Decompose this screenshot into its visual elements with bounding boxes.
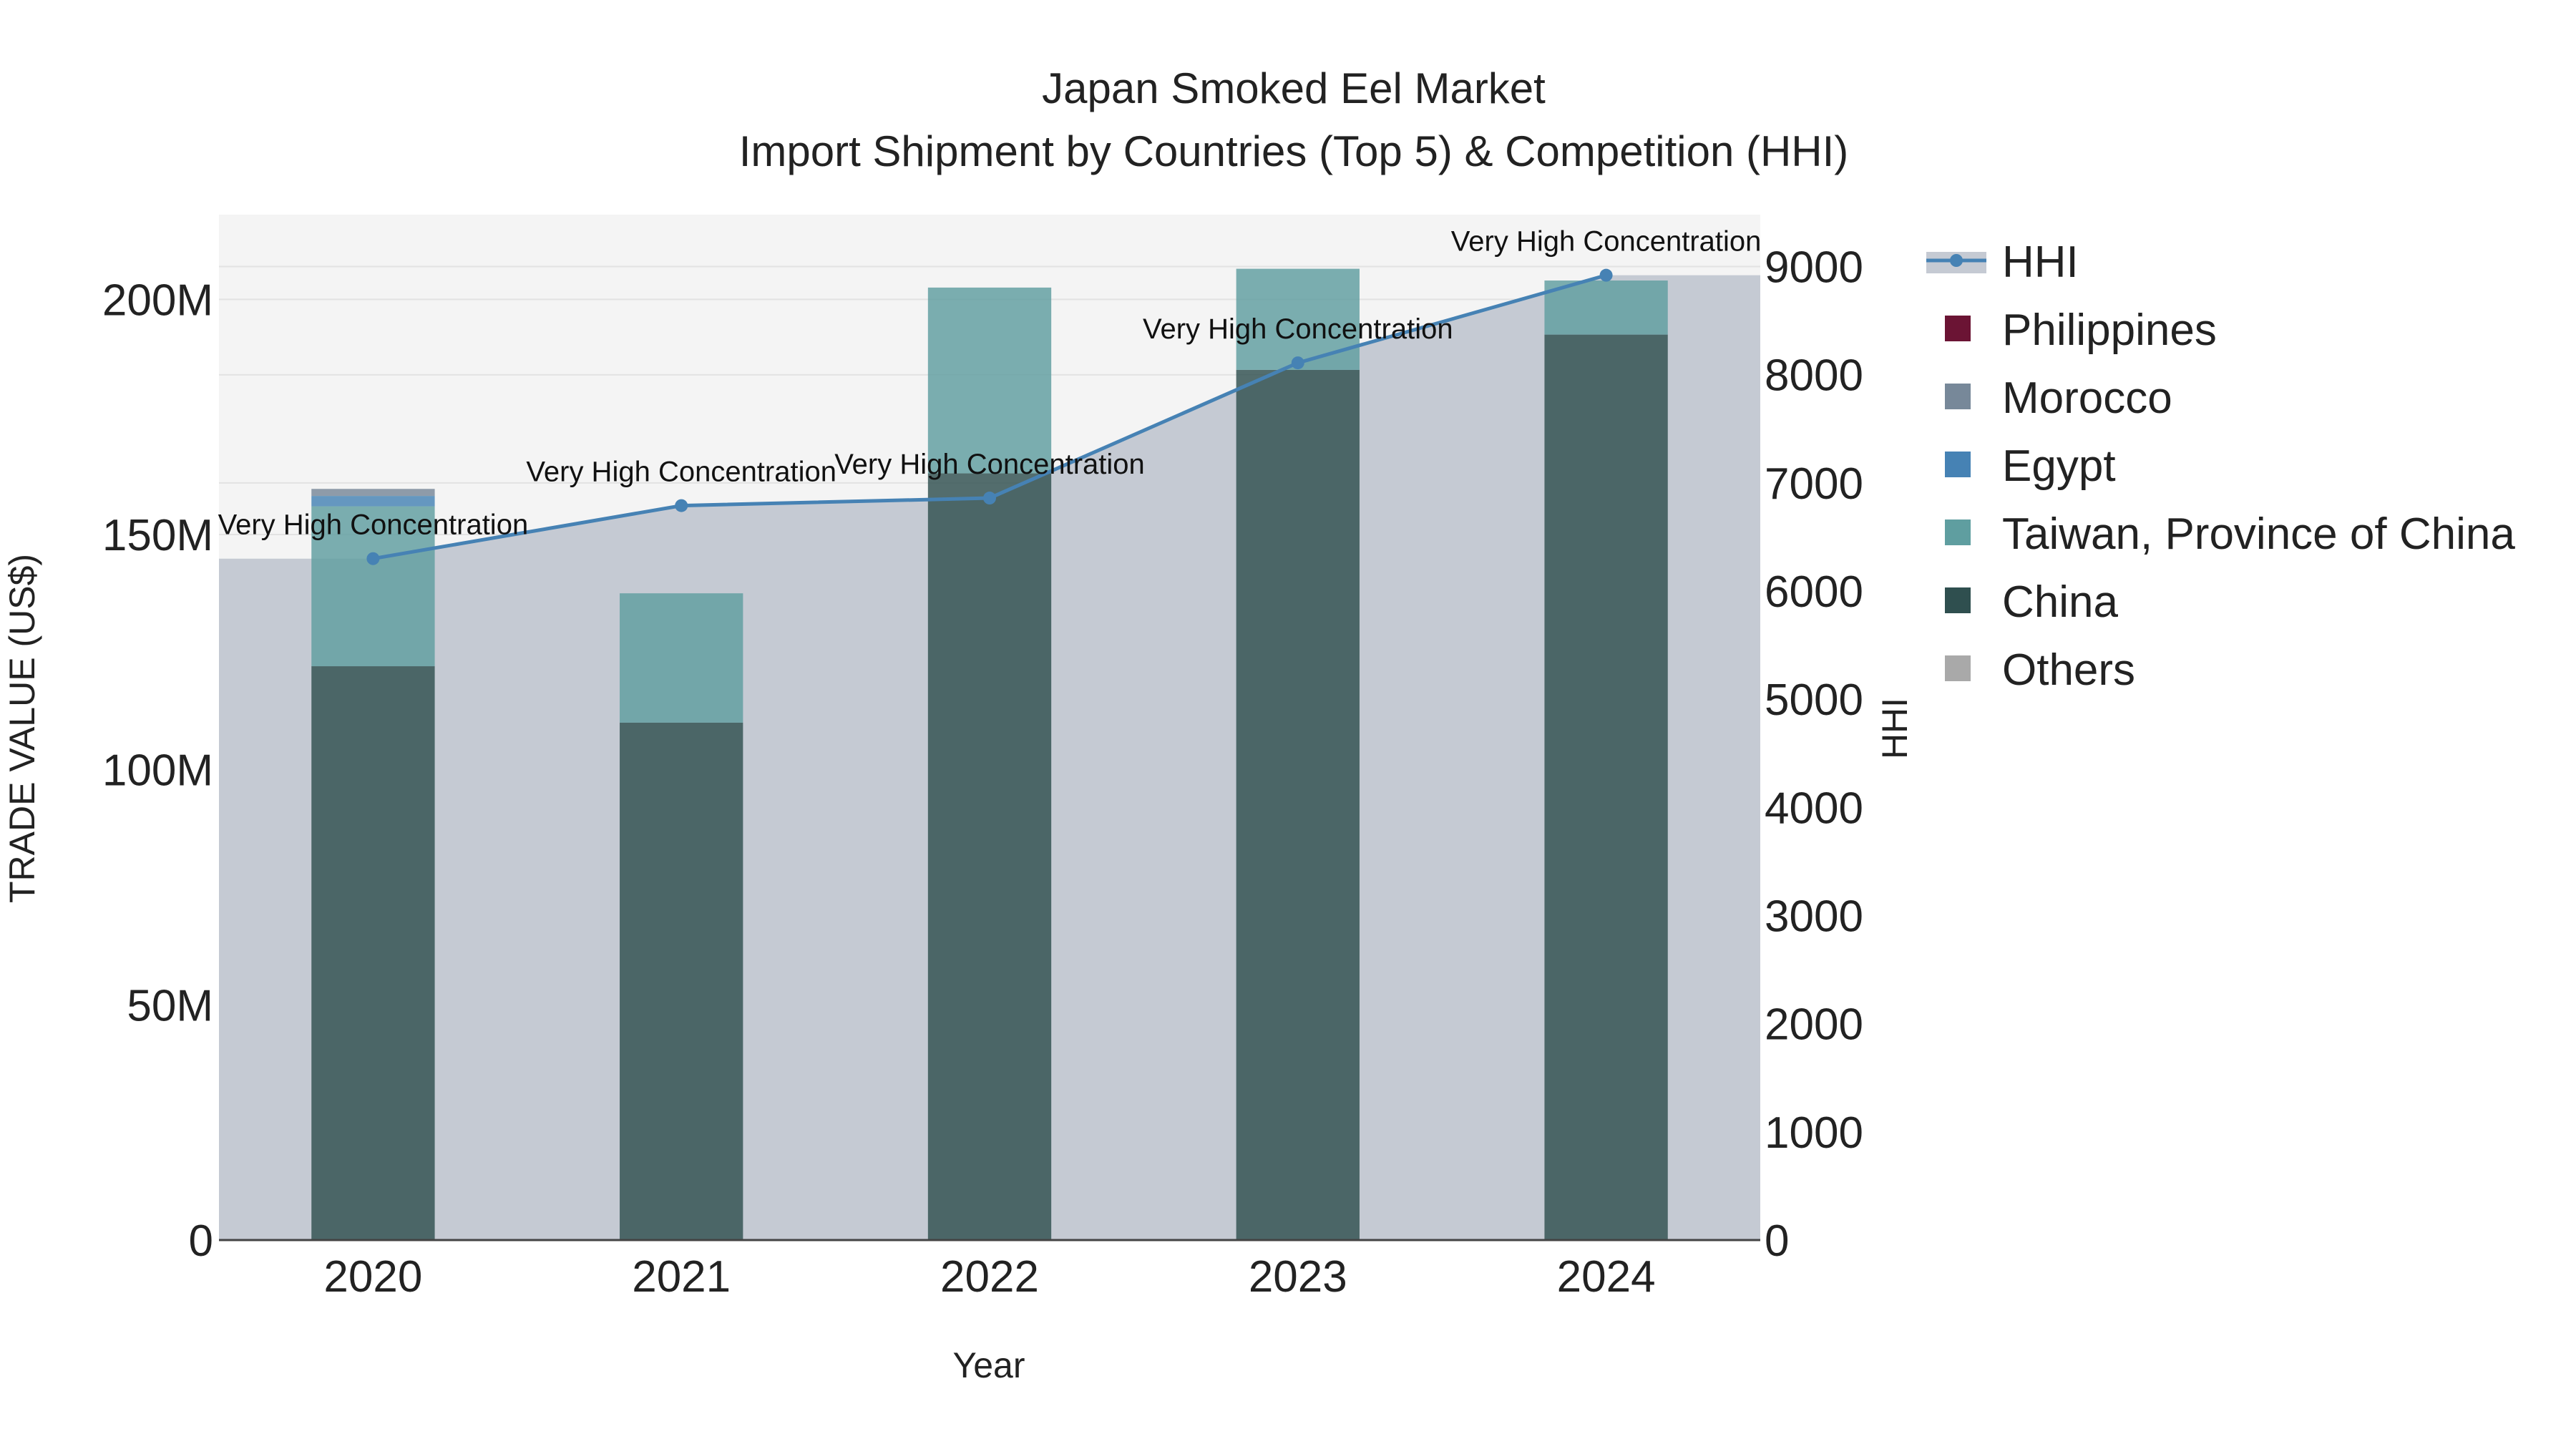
y-tick-right: 2000 xyxy=(1765,1000,1863,1050)
bar-taiwan-province-of-china-2021 xyxy=(620,593,743,723)
legend-label-others: Others xyxy=(2002,645,2135,695)
x-tick: 2021 xyxy=(632,1252,731,1302)
bar-china-2020 xyxy=(311,666,435,1240)
y-tick-right: 9000 xyxy=(1765,243,1863,293)
legend-label-hhi: HHI xyxy=(2002,238,2079,287)
bar-china-2021 xyxy=(620,722,743,1240)
x-tick: 2024 xyxy=(1557,1252,1656,1302)
bar-taiwan-province-of-china-2024 xyxy=(1544,280,1668,335)
hhi-point-2020 xyxy=(366,552,380,565)
y-tick-left: 150M xyxy=(102,511,213,560)
bar-egypt-2020 xyxy=(311,496,435,507)
legend-symbol-philippines xyxy=(1945,316,1971,341)
bar-taiwan-province-of-china-2022 xyxy=(927,287,1052,474)
hhi-annotation-2022: Very High Concentration xyxy=(834,449,1145,480)
hhi-point-2021 xyxy=(675,499,688,512)
hhi-point-2024 xyxy=(1599,268,1613,282)
y-tick-right: 4000 xyxy=(1765,784,1863,833)
y-tick-left: 0 xyxy=(189,1216,213,1266)
bar-taiwan-province-of-china-2020 xyxy=(311,506,435,667)
y-tick-right: 0 xyxy=(1765,1216,1789,1266)
x-axis-title: Year xyxy=(952,1345,1025,1385)
bar-series xyxy=(311,268,1668,1241)
hhi-annotation-2023: Very High Concentration xyxy=(1143,313,1453,345)
bar-china-2024 xyxy=(1544,334,1668,1240)
chart-title-line1: Japan Smoked Eel Market xyxy=(1042,64,1546,112)
hhi-points xyxy=(366,268,1613,565)
legend-label-philippines: Philippines xyxy=(2002,306,2217,355)
legend-symbol-hhi-marker xyxy=(1950,254,1963,267)
legend-symbol-egypt xyxy=(1945,452,1971,477)
hhi-annotation-2021: Very High Concentration xyxy=(526,457,836,488)
legend-label-egypt: Egypt xyxy=(2002,441,2116,491)
hhi-point-2022 xyxy=(983,492,996,505)
legend-label-china: China xyxy=(2002,577,2119,627)
legend-label-taiwan-province-of-china: Taiwan, Province of China xyxy=(2002,509,2515,559)
x-axis-ticks: 2020 2021 2022 2023 2024 xyxy=(323,1252,1655,1302)
bar-china-2023 xyxy=(1236,369,1360,1240)
y-tick-right: 5000 xyxy=(1765,675,1863,725)
bar-morocco-2020 xyxy=(311,489,435,497)
legend-label-morocco: Morocco xyxy=(2002,374,2172,423)
hhi-point-2023 xyxy=(1291,356,1304,370)
chart-title-line2: Import Shipment by Countries (Top 5) & C… xyxy=(739,127,1849,175)
y-axis-left-ticks: 0 50M 100M 150M 200M xyxy=(102,275,213,1266)
legend: HHI Philippines Morocco Egypt Taiwan, Provin… xyxy=(1926,238,2515,695)
y-tick-right: 6000 xyxy=(1765,567,1863,617)
legend-symbol-morocco xyxy=(1945,384,1971,409)
hhi-annotation-2020: Very High Concentration xyxy=(218,509,529,541)
y-axis-right-title: HHI xyxy=(1875,698,1915,759)
bar-china-2022 xyxy=(927,473,1052,1241)
x-tick: 2023 xyxy=(1249,1252,1347,1302)
y-tick-left: 200M xyxy=(102,275,213,325)
x-tick: 2022 xyxy=(940,1252,1039,1302)
y-tick-right: 8000 xyxy=(1765,351,1863,401)
y-tick-right: 1000 xyxy=(1765,1108,1863,1158)
y-tick-right: 3000 xyxy=(1765,892,1863,942)
legend-symbol-china xyxy=(1945,587,1971,613)
y-tick-left: 50M xyxy=(127,981,213,1030)
y-axis-right-ticks: 0 1000 2000 3000 4000 5000 6000 7000 8000 9000 xyxy=(1765,243,1863,1266)
legend-symbol-others xyxy=(1945,655,1971,681)
y-tick-left: 100M xyxy=(102,746,213,796)
legend-symbol-taiwan-province-of-china xyxy=(1945,519,1971,545)
bar-taiwan-province-of-china-2023 xyxy=(1236,268,1360,370)
x-tick: 2020 xyxy=(323,1252,422,1302)
y-tick-right: 7000 xyxy=(1765,459,1863,509)
hhi-annotation-2024: Very High Concentration xyxy=(1451,226,1762,258)
y-axis-left-title: TRADE VALUE (US$) xyxy=(2,554,42,903)
